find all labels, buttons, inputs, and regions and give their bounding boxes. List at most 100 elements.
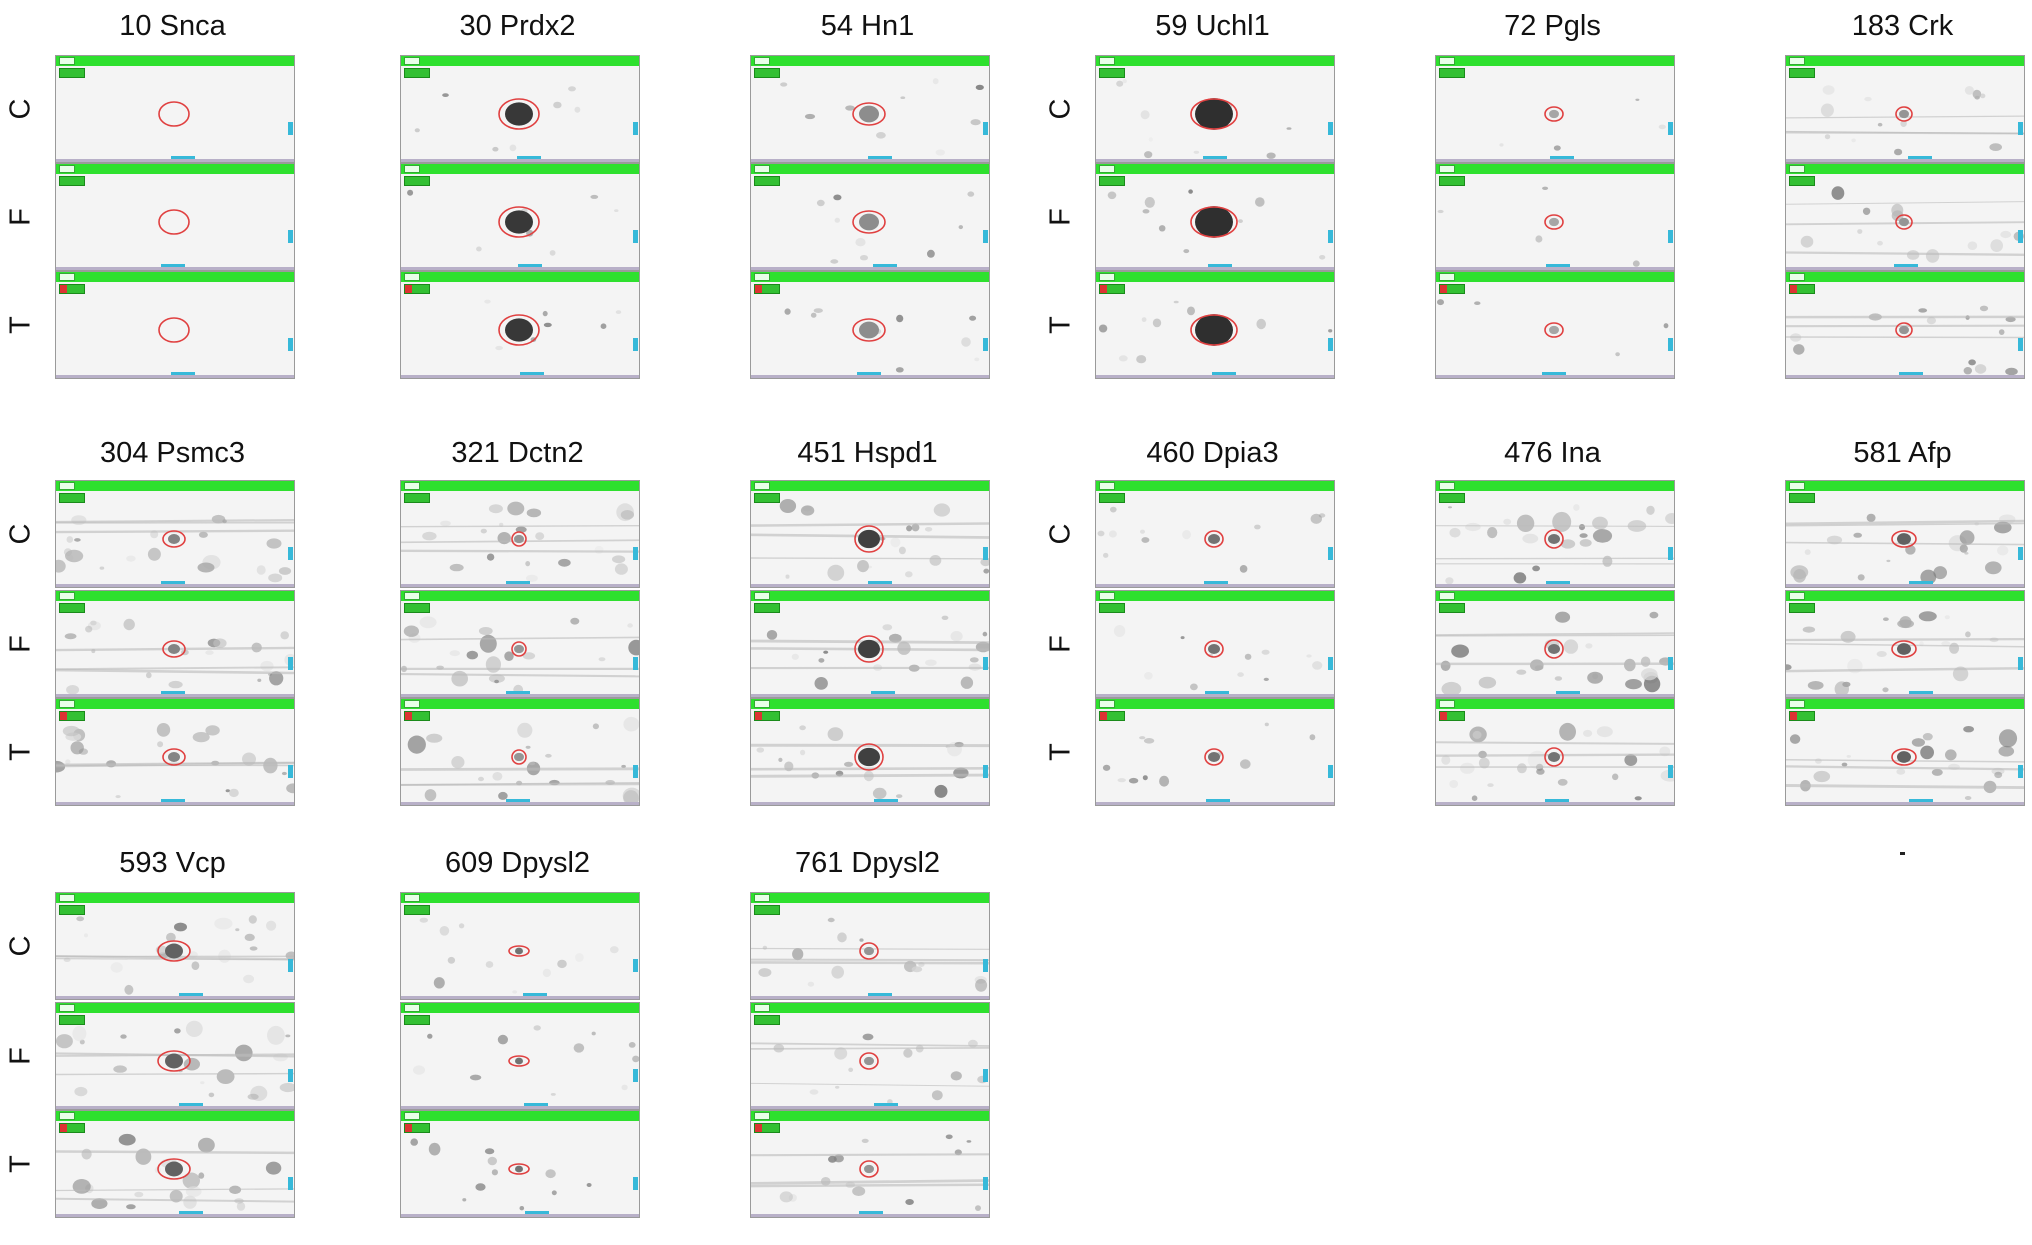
protein-spot bbox=[1997, 546, 2008, 556]
gel-row-t bbox=[695, 698, 1040, 806]
gel-streak bbox=[751, 1083, 989, 1086]
protein-spot bbox=[1098, 531, 1105, 537]
row-label-text: C bbox=[5, 524, 38, 545]
gel-row-f: F bbox=[1040, 590, 1385, 698]
protein-spot bbox=[873, 788, 887, 799]
gel-bottom-edge bbox=[1786, 375, 2024, 378]
gel-image bbox=[750, 590, 990, 698]
protein-spot bbox=[1514, 572, 1527, 583]
gel-bottom-edge bbox=[1786, 694, 2024, 697]
gel-image bbox=[400, 1002, 640, 1110]
gel-row-f bbox=[345, 163, 690, 271]
protein-spot bbox=[844, 762, 853, 767]
edge-marker bbox=[288, 338, 293, 351]
panel-title: 451 Hspd1 bbox=[695, 433, 1040, 473]
target-spot bbox=[858, 640, 880, 658]
protein-spot bbox=[936, 149, 945, 155]
protein-spot bbox=[1602, 556, 1612, 567]
gel-bottom-edge bbox=[1436, 159, 1674, 162]
protein-spot bbox=[935, 785, 948, 798]
protein-spot bbox=[485, 1148, 494, 1154]
protein-spot bbox=[425, 789, 437, 801]
edge-marker bbox=[288, 547, 293, 560]
protein-spot bbox=[1832, 186, 1845, 200]
protein-spot bbox=[976, 85, 984, 90]
protein-spot bbox=[525, 561, 530, 566]
protein-spot bbox=[498, 532, 511, 544]
protein-spot bbox=[268, 574, 282, 583]
edge-marker bbox=[633, 547, 638, 560]
protein-spot bbox=[925, 527, 932, 532]
protein-spot bbox=[494, 680, 499, 684]
protein-spot bbox=[174, 1028, 181, 1033]
gel-spots bbox=[56, 481, 294, 587]
protein-spot bbox=[1141, 110, 1150, 119]
protein-spot bbox=[570, 618, 579, 625]
protein-spot bbox=[126, 556, 135, 562]
protein-spot bbox=[235, 1045, 253, 1062]
gel-spots bbox=[1786, 56, 2024, 162]
protein-spot bbox=[1522, 534, 1538, 544]
gel-image bbox=[1435, 480, 1675, 588]
protein-spot bbox=[266, 1162, 281, 1175]
protein-spot bbox=[1149, 137, 1153, 141]
protein-spot bbox=[285, 1035, 290, 1038]
target-spot bbox=[168, 752, 180, 762]
target-spot bbox=[165, 1162, 183, 1177]
protein-spot bbox=[1965, 796, 1972, 800]
protein-spot bbox=[1103, 765, 1110, 771]
gel-bottom-edge bbox=[751, 694, 989, 697]
edge-marker bbox=[288, 765, 293, 778]
gel-image bbox=[1435, 55, 1675, 163]
protein-spot bbox=[1237, 672, 1244, 677]
target-spot bbox=[1195, 206, 1233, 238]
protein-spot bbox=[489, 504, 503, 513]
protein-spot bbox=[932, 1090, 943, 1100]
gel-spots bbox=[1096, 164, 1334, 270]
target-spot bbox=[1899, 110, 1909, 118]
gel-image bbox=[1785, 480, 2025, 588]
gel-bottom-edge bbox=[56, 694, 294, 697]
protein-spot bbox=[119, 1134, 136, 1146]
protein-spot bbox=[614, 209, 618, 212]
protein-spot bbox=[543, 311, 548, 316]
protein-spot bbox=[1535, 235, 1542, 242]
spot-outline bbox=[159, 102, 189, 126]
gel-image bbox=[1435, 163, 1675, 271]
gel-image bbox=[400, 698, 640, 806]
protein-spot bbox=[157, 741, 163, 747]
protein-spot bbox=[1265, 723, 1269, 727]
protein-spot bbox=[1964, 367, 1972, 374]
protein-spot bbox=[1153, 319, 1161, 328]
protein-spot bbox=[407, 190, 413, 196]
target-spot bbox=[514, 645, 524, 653]
protein-spot bbox=[1311, 514, 1322, 524]
gel-row-f: F bbox=[0, 590, 345, 698]
protein-spot bbox=[1240, 565, 1248, 573]
protein-spot bbox=[912, 966, 923, 972]
protein-spot bbox=[113, 1065, 127, 1072]
gel-spots bbox=[751, 699, 989, 805]
panel-title: 321 Dctn2 bbox=[345, 433, 690, 473]
protein-spot bbox=[545, 754, 552, 758]
protein-spot bbox=[56, 1034, 73, 1048]
gel-spots bbox=[1436, 164, 1674, 270]
gel-spots bbox=[56, 893, 294, 999]
gel-image bbox=[400, 480, 640, 588]
protein-spot bbox=[1159, 225, 1166, 231]
gel-image bbox=[1435, 590, 1675, 698]
target-spot bbox=[858, 530, 880, 548]
gel-spots bbox=[1096, 481, 1334, 587]
protein-spot bbox=[951, 631, 963, 641]
protein-spot bbox=[157, 723, 170, 737]
edge-marker bbox=[983, 765, 988, 778]
gel-row-t: T bbox=[0, 1110, 345, 1218]
protein-spot bbox=[1559, 723, 1576, 741]
protein-spot bbox=[1451, 645, 1469, 658]
protein-spot bbox=[74, 1087, 87, 1096]
gel-row-c bbox=[695, 480, 1040, 588]
spot-panel: 54 Hn1 bbox=[695, 8, 1040, 408]
protein-spot bbox=[1949, 643, 1959, 654]
protein-spot bbox=[1842, 682, 1850, 687]
